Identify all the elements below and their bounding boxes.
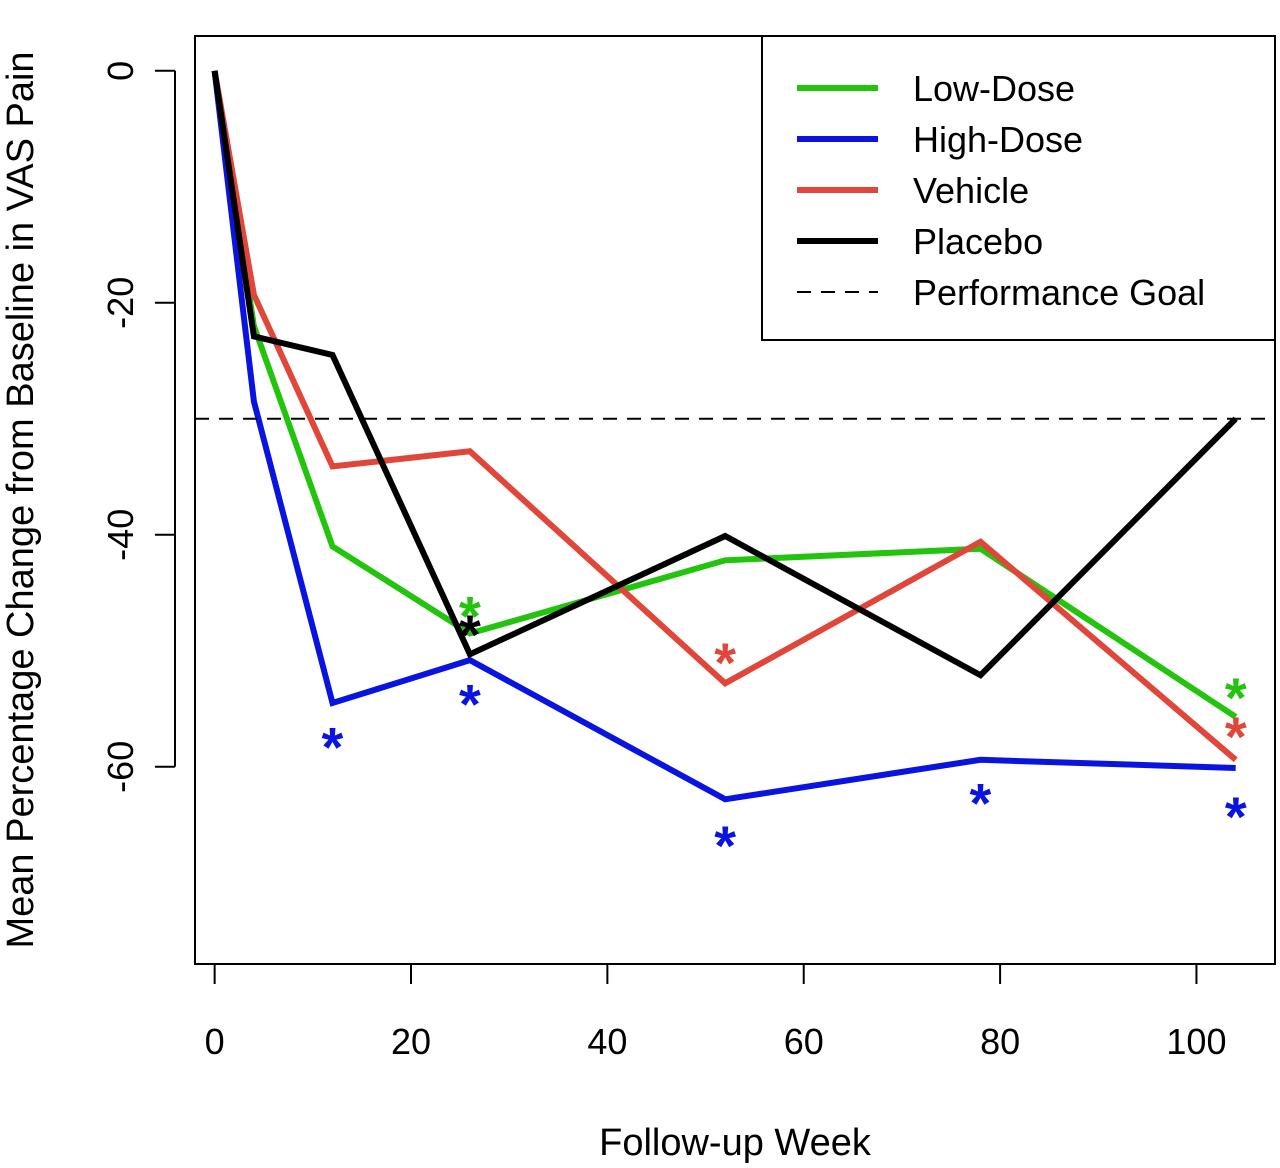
x-axis-title: Follow-up Week <box>599 1122 872 1164</box>
x-axis: 0 20 40 60 80 100 <box>205 963 1226 1062</box>
significance-asterisk: * <box>1225 666 1247 729</box>
x-tick-label: 80 <box>980 1021 1020 1062</box>
x-tick-label: 100 <box>1166 1021 1226 1062</box>
y-tick-label: -40 <box>100 509 141 561</box>
legend-label-vehicle: Vehicle <box>913 170 1029 211</box>
significance-markers: ********** <box>322 585 1247 878</box>
legend-label-placebo: Placebo <box>913 221 1043 262</box>
series-line-placebo <box>211 70 1238 679</box>
legend-label-low-dose: Low-Dose <box>913 68 1075 109</box>
series-line-high-dose <box>211 70 1236 803</box>
legend-items: Low-Dose High-Dose Vehicle Placebo Performan… <box>797 68 1205 313</box>
significance-asterisk: * <box>1225 705 1247 768</box>
series-layer <box>195 70 1275 803</box>
significance-asterisk: * <box>459 585 481 648</box>
significance-asterisk: * <box>459 673 481 736</box>
x-tick-label: 40 <box>587 1021 627 1062</box>
y-tick-label: -60 <box>100 741 141 793</box>
y-axis-title: Mean Percentage Change from Baseline in … <box>0 51 42 948</box>
significance-asterisk: * <box>970 771 992 834</box>
x-tick-label: 0 <box>205 1021 225 1062</box>
y-tick-label: 0 <box>100 61 141 81</box>
legend-label-performance-goal: Performance Goal <box>913 272 1205 313</box>
series-line-vehicle <box>211 70 1238 763</box>
y-tick-label: -20 <box>100 277 141 329</box>
x-tick-label: 20 <box>391 1021 431 1062</box>
significance-asterisk: * <box>714 814 736 877</box>
significance-asterisk: * <box>322 716 344 779</box>
legend: Low-Dose High-Dose Vehicle Placebo Performan… <box>761 35 1276 341</box>
significance-asterisk: * <box>459 603 481 666</box>
significance-asterisk: * <box>714 631 736 694</box>
legend-label-high-dose: High-Dose <box>913 119 1083 160</box>
significance-asterisk: * <box>1225 785 1247 848</box>
x-tick-label: 60 <box>784 1021 824 1062</box>
y-axis: 0 -20 -40 -60 <box>100 61 176 793</box>
